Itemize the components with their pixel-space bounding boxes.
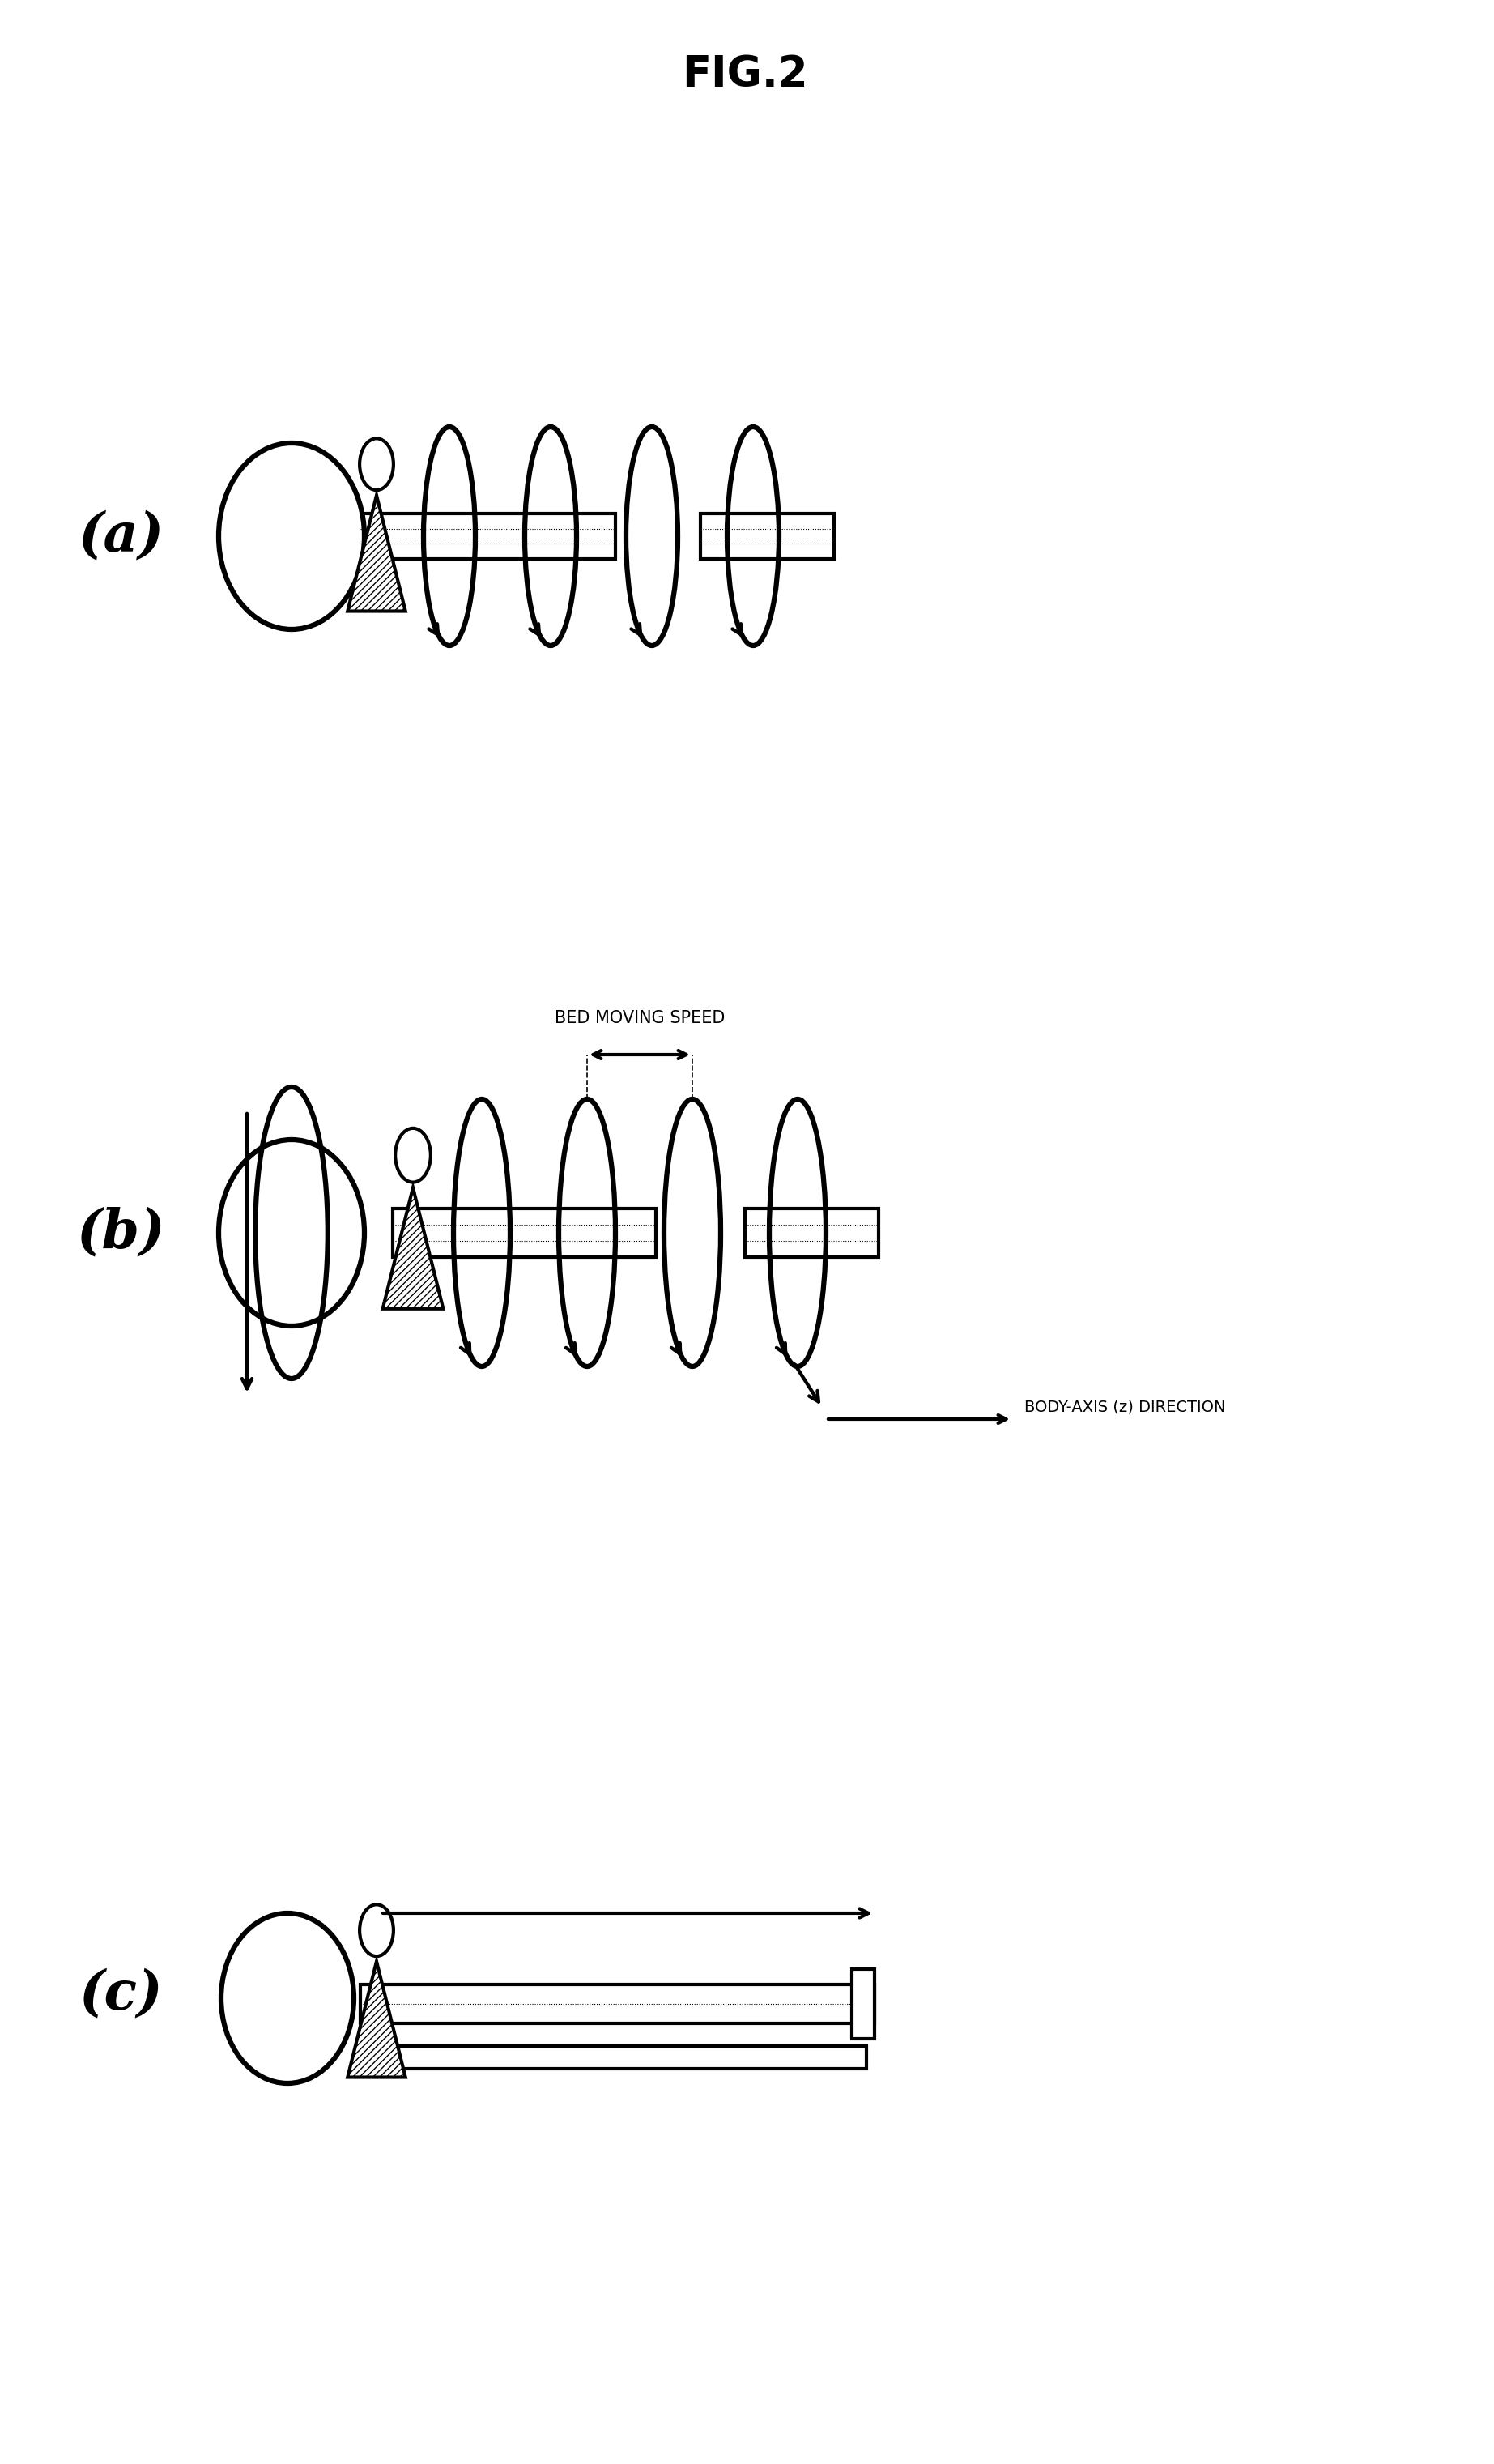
Text: BODY-AXIS (z) DIRECTION: BODY-AXIS (z) DIRECTION [1025, 1400, 1225, 1414]
Polygon shape [348, 495, 405, 611]
Ellipse shape [360, 439, 393, 490]
Bar [360, 1984, 874, 2023]
Text: (c): (c) [79, 1969, 163, 2020]
Bar [701, 515, 834, 559]
Text: FIG.2: FIG.2 [681, 54, 808, 96]
Polygon shape [382, 1188, 444, 1308]
Ellipse shape [396, 1129, 430, 1183]
Bar [360, 515, 616, 559]
Ellipse shape [218, 1141, 365, 1326]
Ellipse shape [360, 1905, 393, 1956]
Ellipse shape [221, 1912, 354, 2082]
Bar [393, 1207, 656, 1257]
Bar [360, 2045, 867, 2070]
Bar [746, 1207, 878, 1257]
Ellipse shape [218, 444, 365, 628]
Text: (b): (b) [78, 1207, 166, 1259]
Text: BED MOVING SPEED: BED MOVING SPEED [554, 1010, 725, 1027]
Bar [852, 1969, 874, 2038]
Text: (a): (a) [79, 510, 164, 562]
Polygon shape [348, 1961, 405, 2077]
